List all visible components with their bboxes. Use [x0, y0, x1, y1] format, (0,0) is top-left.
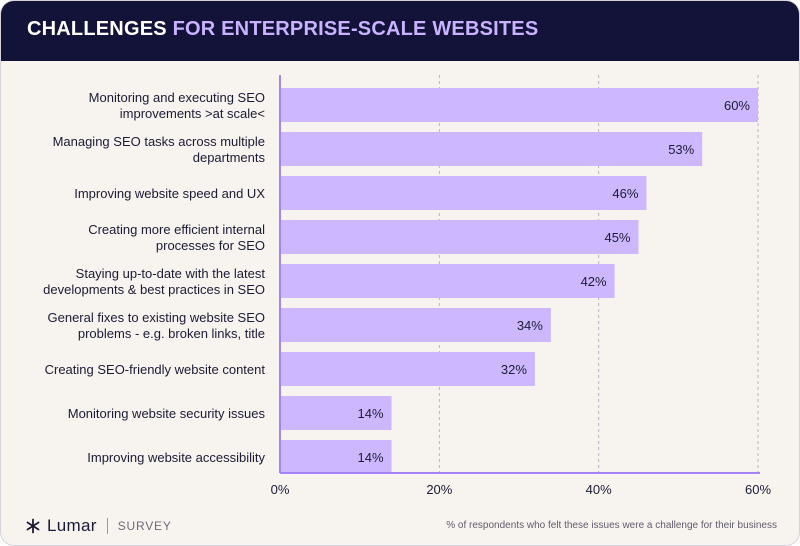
bar [280, 88, 758, 122]
category-label-line: Monitoring and executing SEO [89, 90, 265, 105]
value-label: 14% [358, 406, 384, 421]
bar [280, 308, 551, 342]
category-label-line: Improving website accessibility [87, 450, 265, 465]
category-label-line: developments & best practices in SEO [43, 282, 265, 297]
value-label: 34% [517, 318, 543, 333]
bar [280, 396, 392, 430]
category-label: Improving website speed and UX [74, 186, 265, 201]
category-label: Staying up-to-date with the latest develo… [43, 266, 265, 297]
bar [280, 352, 535, 386]
category-label: Improving website accessibility [87, 450, 265, 465]
header-bar: CHALLENGES FOR ENTERPRISE-SCALE WEBSITES [1, 1, 799, 61]
category-label: Creating SEO-friendly website content [45, 362, 266, 377]
x-tick-label: 0% [271, 482, 290, 497]
value-label: 45% [604, 230, 630, 245]
category-label: Monitoring website security issues [68, 406, 266, 421]
brand-name: Lumar [47, 516, 97, 535]
value-label: 53% [668, 142, 694, 157]
value-label: 14% [358, 450, 384, 465]
category-label-line: Monitoring website security issues [68, 406, 266, 421]
category-label-line: problems - e.g. broken links, title [78, 326, 265, 341]
title-highlight: CHALLENGES [27, 18, 167, 40]
value-label: 60% [724, 98, 750, 113]
category-label-line: General fixes to existing website SEO [48, 310, 266, 325]
category-label-line: departments [193, 150, 266, 165]
x-tick-label: 40% [586, 482, 612, 497]
bar [280, 264, 615, 298]
category-label-line: Creating SEO-friendly website content [45, 362, 266, 377]
value-label: 46% [612, 186, 638, 201]
category-label-line: improvements >at scale< [120, 106, 265, 121]
brand-divider [106, 518, 108, 534]
chart-title: CHALLENGES FOR ENTERPRISE-SCALE WEBSITES [27, 18, 538, 41]
value-label: 32% [501, 362, 527, 377]
category-label: Creating more efficient internal processe… [88, 222, 265, 253]
category-label: Managing SEO tasks across multiple depart… [53, 134, 266, 165]
footer-brand: Lumar SURVEY [25, 516, 172, 536]
lumar-asterisk-icon [26, 518, 40, 534]
survey-tag: SURVEY [117, 519, 172, 533]
footnote: % of respondents who felt these issues w… [446, 520, 777, 531]
category-label-line: Staying up-to-date with the latest [76, 266, 266, 281]
bar [280, 440, 392, 474]
bar [280, 176, 647, 210]
category-label-line: processes for SEO [156, 238, 265, 253]
category-label: Monitoring and executing SEO improvements… [89, 90, 265, 121]
x-tick-label: 20% [426, 482, 452, 497]
category-label: General fixes to existing website SEO pro… [48, 310, 266, 341]
category-label-line: Improving website speed and UX [74, 186, 265, 201]
title-rest: FOR ENTERPRISE-SCALE WEBSITES [172, 18, 539, 40]
category-label-line: Creating more efficient internal [88, 222, 265, 237]
bar [280, 132, 703, 166]
category-label-line: Managing SEO tasks across multiple [53, 134, 265, 149]
x-tick-label: 60% [745, 482, 771, 497]
bar [280, 220, 639, 254]
value-label: 42% [581, 274, 607, 289]
bar-chart: 60% Monitoring and executing SEO improveme… [43, 75, 771, 497]
